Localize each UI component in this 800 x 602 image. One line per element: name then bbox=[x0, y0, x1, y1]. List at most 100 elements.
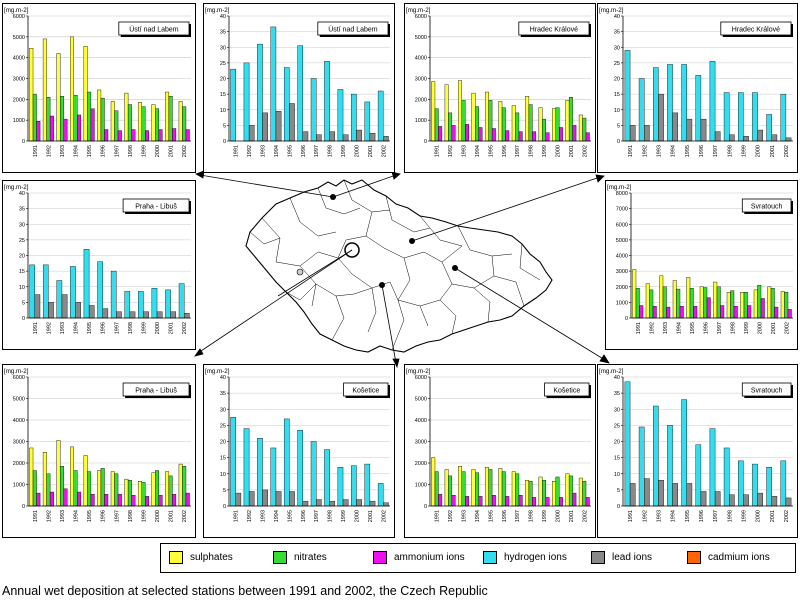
bar-nitrates bbox=[515, 112, 520, 142]
bar-ammonium-ions bbox=[666, 306, 671, 319]
y-tick-label: 25 bbox=[19, 238, 25, 244]
bar-ammonium-ions bbox=[185, 492, 190, 507]
bar-ammonium-ions bbox=[77, 114, 82, 142]
bar-lead-ions bbox=[248, 491, 255, 507]
bar-nitrates bbox=[59, 96, 64, 142]
bar-sulphates bbox=[29, 447, 34, 507]
x-tick-label: 1993 bbox=[60, 510, 66, 522]
x-tick-label: 1999 bbox=[141, 145, 147, 157]
bar-ammonium-ions bbox=[77, 491, 82, 507]
bar-hydrogen-ions bbox=[324, 61, 330, 142]
bar-lead-ions bbox=[757, 492, 763, 507]
x-tick-label: 2002 bbox=[582, 145, 588, 157]
y-tick-label: 3000 bbox=[616, 269, 628, 275]
x-tick-label: 1999 bbox=[542, 510, 548, 522]
x-tick-label: 1994 bbox=[475, 145, 481, 157]
bar-ammonium-ions bbox=[131, 129, 136, 142]
bar-lead-ions bbox=[383, 502, 389, 507]
x-tick-label: 1994 bbox=[671, 145, 677, 157]
x-tick-label: 1992 bbox=[247, 145, 253, 157]
y-tick-label: 2000 bbox=[13, 97, 25, 103]
y-tick-label: 5 bbox=[223, 488, 226, 494]
y-tick-label: 0 bbox=[424, 504, 427, 510]
y-tick-label: 2000 bbox=[415, 97, 427, 103]
y-tick-label: 6000 bbox=[13, 375, 25, 381]
bar-ammonium-ions bbox=[172, 493, 177, 507]
x-tick-label: 1997 bbox=[114, 145, 120, 157]
title-box bbox=[317, 21, 389, 36]
legend-item-ammonium: ammonium ions bbox=[373, 551, 465, 565]
y-tick-label: 20 bbox=[614, 77, 620, 83]
bar-ammonium-ions bbox=[145, 496, 149, 507]
y-tick-label: 1000 bbox=[415, 118, 427, 124]
x-tick-label: 1992 bbox=[448, 510, 454, 522]
y-tick-label: 6000 bbox=[415, 14, 427, 20]
legend-label: hydrogen ions bbox=[504, 552, 567, 563]
x-tick-label: 1995 bbox=[685, 510, 691, 522]
bar-nitrates bbox=[141, 106, 146, 142]
bar-lead-ions bbox=[700, 118, 707, 142]
x-tick-label: 1995 bbox=[87, 145, 93, 157]
y-tick-label: 0 bbox=[424, 139, 427, 145]
chart-title: Košetice bbox=[553, 388, 580, 395]
bar-sulphates bbox=[165, 91, 170, 142]
chart-panel-1: [mg.m-2] 0 5 10 15 20 25 30 35 40 1991 1992 1993 1994… bbox=[203, 3, 395, 173]
x-tick-label: 1999 bbox=[741, 510, 747, 522]
bar-nitrates bbox=[32, 470, 37, 507]
bar-lead-ions bbox=[672, 112, 678, 142]
x-tick-label: 1993 bbox=[462, 510, 468, 522]
bar-hydrogen-ions bbox=[624, 50, 631, 142]
bar-lead-ions bbox=[644, 478, 650, 507]
x-tick-label: 1995 bbox=[287, 145, 293, 157]
x-tick-label: 2002 bbox=[784, 510, 790, 522]
x-tick-label: 2002 bbox=[182, 322, 188, 334]
bar-sulphates bbox=[552, 108, 556, 142]
x-tick-label: 1998 bbox=[128, 145, 134, 157]
bar-ammonium-ions bbox=[505, 496, 510, 507]
bar-ammonium-ions bbox=[49, 115, 54, 142]
bar-ammonium-ions bbox=[518, 131, 523, 142]
bar-nitrates bbox=[87, 471, 92, 507]
bar-ammonium-ions bbox=[90, 108, 95, 142]
legend-item-cadmium: cadmium ions bbox=[687, 551, 770, 565]
bar-hydrogen-ions bbox=[230, 417, 236, 507]
bar-sulphates bbox=[97, 89, 102, 142]
legend-swatch bbox=[273, 551, 287, 564]
x-tick-label: 1995 bbox=[287, 510, 293, 522]
bar-nitrates bbox=[100, 98, 105, 142]
bar-nitrates bbox=[757, 284, 762, 319]
bar-sulphates bbox=[498, 101, 503, 142]
x-tick-label: 1992 bbox=[46, 145, 52, 157]
chart-title: Svratouch bbox=[751, 204, 783, 211]
bar-lead-ions bbox=[658, 93, 664, 142]
y-tick-label: 2000 bbox=[415, 461, 427, 467]
y-tick-label: 10 bbox=[19, 285, 25, 291]
x-tick-label: 1999 bbox=[141, 322, 147, 334]
bar-lead-ions bbox=[629, 125, 636, 142]
bar-ammonium-ions bbox=[158, 129, 163, 142]
x-tick-label: 1993 bbox=[60, 145, 66, 157]
praha-marker bbox=[344, 242, 360, 258]
y-tick-label: 5 bbox=[223, 123, 226, 129]
y-tick-label: 30 bbox=[220, 45, 226, 51]
legend-label: nitrates bbox=[294, 552, 327, 563]
bar-hydrogen-ions bbox=[377, 483, 384, 507]
bar-hydrogen-ions bbox=[110, 270, 117, 319]
bar-sulphates bbox=[431, 81, 436, 142]
bar-hydrogen-ions bbox=[230, 68, 236, 142]
y-tick-label: 20 bbox=[614, 440, 620, 446]
x-tick-label: 1995 bbox=[690, 322, 696, 334]
bar-nitrates bbox=[448, 112, 453, 142]
bar-ammonium-ions bbox=[117, 493, 122, 507]
bar-nitrates bbox=[46, 97, 51, 142]
x-tick-label: 2002 bbox=[182, 145, 188, 157]
bar-hydrogen-ions bbox=[752, 463, 758, 507]
x-tick-label: 1992 bbox=[46, 510, 52, 522]
bar-lead-ions bbox=[369, 500, 376, 507]
x-tick-label: 2001 bbox=[169, 510, 175, 522]
bar-nitrates bbox=[168, 475, 173, 507]
y-tick-label: 30 bbox=[220, 407, 226, 413]
title-box bbox=[741, 198, 792, 213]
bar-hydrogen-ions bbox=[124, 291, 131, 319]
bar-hydrogen-ions bbox=[653, 67, 659, 142]
